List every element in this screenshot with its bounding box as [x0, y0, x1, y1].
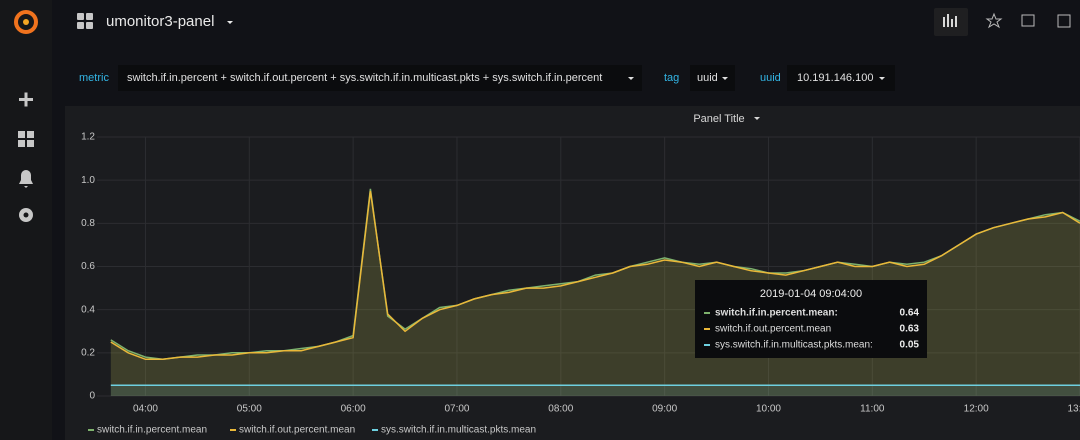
uuid-select[interactable] — [787, 65, 895, 91]
x-tick-label: 07:00 — [444, 404, 469, 415]
x-tick-label: 11:00 — [860, 404, 885, 415]
x-tick-label: 13:00 — [1067, 404, 1080, 415]
tooltip-value: 0.05 — [900, 340, 920, 351]
dropdown-caret — [628, 77, 634, 80]
variable-value[interactable]: 10.191.146.100 — [797, 72, 873, 84]
y-tick-label: 0.4 — [81, 304, 95, 315]
tooltip-series: sys.switch.if.in.multicast.pkts.mean: — [715, 340, 873, 351]
y-tick-label: 1.2 — [81, 132, 95, 143]
dashboard-icon — [77, 13, 93, 29]
save-button[interactable] — [1057, 14, 1071, 28]
dashboard-title[interactable]: umonitor3-panel — [106, 13, 214, 30]
variable-label: uuid — [760, 72, 781, 84]
dropdown-caret — [879, 77, 885, 80]
share-button[interactable] — [1021, 14, 1035, 27]
x-tick-label: 10:00 — [756, 404, 781, 415]
variable-value[interactable]: uuid — [697, 72, 718, 84]
variable-label: metric — [79, 72, 109, 84]
dashboards-icon[interactable] — [18, 131, 34, 147]
y-tick-label: 0.2 — [81, 347, 95, 358]
alert-icon[interactable] — [19, 170, 33, 188]
dropdown-caret — [722, 77, 728, 80]
tooltip-time: 2019-01-04 09:04:00 — [760, 288, 862, 300]
metric-select[interactable] — [118, 65, 642, 91]
tooltip-series: switch.if.out.percent.mean — [715, 324, 831, 335]
add-icon[interactable] — [19, 92, 33, 107]
dropdown-caret — [754, 117, 760, 120]
variable-label: tag — [664, 72, 679, 84]
x-tick-label: 09:00 — [652, 404, 677, 415]
series-line — [110, 190, 1080, 361]
dropdown-caret[interactable] — [227, 21, 233, 24]
add-panel-icon — [943, 14, 957, 27]
series-line — [110, 188, 1080, 361]
variable-value[interactable]: switch.if.in.percent + switch.if.out.per… — [127, 72, 602, 84]
y-tick-label: 1.0 — [81, 175, 95, 186]
legend-label: switch.if.out.percent.mean — [239, 425, 355, 436]
legend-label: switch.if.in.percent.mean — [97, 425, 207, 436]
tooltip-series: switch.if.in.percent.mean: — [715, 308, 838, 319]
y-tick-label: 0 — [89, 391, 95, 402]
x-tick-label: 04:00 — [133, 404, 158, 415]
x-tick-label: 05:00 — [237, 404, 262, 415]
legend-label: sys.switch.if.in.multicast.pkts.mean — [381, 425, 536, 436]
panel-title[interactable]: Panel Title — [693, 113, 744, 125]
y-tick-label: 0.8 — [81, 218, 95, 229]
x-tick-label: 06:00 — [341, 404, 366, 415]
tag-select[interactable] — [690, 65, 735, 91]
tooltip-value: 0.63 — [900, 324, 920, 335]
x-tick-label: 08:00 — [548, 404, 573, 415]
tooltip-box — [695, 280, 927, 358]
settings-icon[interactable] — [19, 208, 33, 222]
area-fill — [110, 385, 1080, 396]
tooltip-value: 0.64 — [900, 308, 920, 319]
y-tick-label: 0.6 — [81, 261, 95, 272]
grafana-logo[interactable] — [14, 10, 38, 34]
star-button[interactable] — [985, 12, 1003, 29]
tooltip: 2019-01-04 09:04:00 switch.if.in.percent… — [695, 280, 927, 358]
panel — [65, 106, 1080, 440]
x-tick-label: 12:00 — [964, 404, 989, 415]
